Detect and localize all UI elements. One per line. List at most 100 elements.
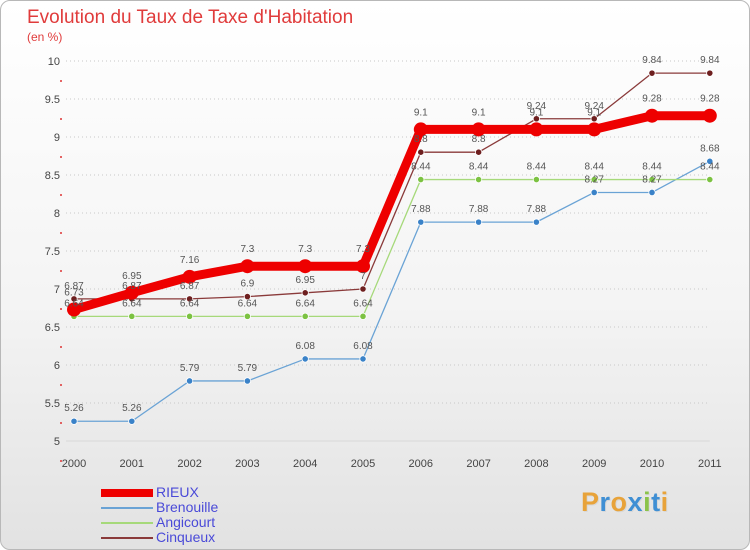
data-label-cinqueux: 9.84 — [642, 55, 662, 66]
data-label-brenouille: 5.79 — [238, 363, 258, 374]
data-point-rieux — [702, 108, 717, 123]
data-point-brenouille — [474, 218, 483, 226]
x-tick-label: 2005 — [351, 458, 375, 470]
y-tick-label: 6 — [54, 360, 60, 372]
data-label-angicourt: 8.44 — [411, 162, 431, 173]
data-point-brenouille — [706, 157, 714, 165]
series-line-cinqueux — [73, 72, 711, 300]
legend-swatch-cinqueux — [101, 537, 153, 539]
y-tick-label: 5 — [54, 436, 60, 448]
x-tick-label: 2010 — [640, 458, 664, 470]
data-label-angicourt: 6.64 — [180, 298, 200, 309]
y-tick-label: 8 — [54, 208, 60, 220]
data-label-angicourt: 8.44 — [642, 162, 662, 173]
data-point-cinqueux — [243, 292, 251, 301]
data-label-brenouille: 5.79 — [180, 363, 200, 374]
data-point-angicourt — [648, 175, 656, 184]
y-tick-label: 9 — [54, 132, 60, 144]
data-point-brenouille — [532, 218, 541, 226]
data-point-cinqueux — [301, 289, 309, 297]
data-point-cinqueux — [532, 115, 541, 123]
data-point-brenouille — [301, 355, 309, 363]
data-label-brenouille: 8.27 — [642, 174, 662, 185]
y-tick-label: 5.5 — [45, 398, 60, 410]
legend-swatch-angicourt — [101, 522, 153, 524]
data-label-angicourt: 8.44 — [469, 162, 489, 173]
data-point-brenouille — [128, 417, 136, 425]
data-label-layer: 5.26 5.26 5.79 5.79 6.08 6.08 7.88 7.88 7.88 8.27… — [64, 55, 720, 414]
data-label-cinqueux: 9.24 — [584, 101, 604, 112]
data-label-angicourt: 6.64 — [353, 298, 373, 309]
data-label-angicourt: 8.44 — [527, 162, 547, 173]
data-label-brenouille: 7.88 — [411, 204, 431, 215]
data-point-brenouille — [417, 218, 425, 226]
x-tick-label: 2002 — [177, 458, 201, 470]
y-tick-label: 10 — [48, 56, 60, 68]
series-line-rieux — [69, 111, 715, 315]
series-line-angicourt — [73, 178, 711, 318]
data-point-rieux — [182, 269, 197, 284]
x-tick-label: 2011 — [698, 458, 722, 470]
data-label-angicourt: 6.64 — [238, 298, 258, 309]
data-point-brenouille — [243, 377, 251, 385]
data-point-cinqueux — [359, 285, 367, 293]
data-point-rieux — [587, 122, 602, 137]
logo-letter: r — [599, 487, 611, 517]
data-point-rieux — [471, 122, 486, 137]
data-point-cinqueux — [474, 148, 483, 156]
axis-layer: 5 5.5 6 6.5 7 7.5 8 8.5 9 9.5 10 2000 2001 2002 2003 20… — [45, 56, 722, 470]
data-point-angicourt — [417, 175, 425, 184]
series-line-brenouille — [73, 160, 711, 422]
data-label-rieux: 6.95 — [122, 271, 142, 282]
data-label-angicourt: 8.44 — [584, 162, 604, 173]
data-label-angicourt: 6.64 — [122, 298, 142, 309]
data-label-cinqueux: 9.24 — [527, 101, 547, 112]
data-point-rieux — [413, 122, 428, 137]
y-tick-label: 7 — [54, 284, 60, 296]
data-point-angicourt — [186, 312, 194, 320]
legend-swatch-brenouille — [101, 507, 153, 509]
data-label-brenouille: 5.26 — [64, 403, 84, 414]
y-tick-label: 9.5 — [45, 94, 60, 106]
series-layer — [67, 69, 717, 425]
data-label-rieux: 9.1 — [414, 107, 428, 118]
data-point-angicourt — [301, 312, 309, 320]
data-label-cinqueux: 6.87 — [180, 281, 200, 292]
logo-letter: i — [643, 487, 652, 517]
data-point-cinqueux — [706, 69, 714, 77]
legend-swatch-rieux — [101, 489, 153, 497]
data-point-rieux — [529, 122, 544, 137]
x-tick-label: 2004 — [293, 458, 317, 470]
data-label-cinqueux: 7 — [360, 271, 366, 282]
x-tick-label: 2006 — [409, 458, 433, 470]
data-label-brenouille: 5.26 — [122, 403, 142, 414]
data-point-cinqueux — [590, 115, 598, 123]
data-point-rieux — [645, 108, 659, 123]
data-point-brenouille — [590, 188, 598, 197]
data-label-brenouille: 6.08 — [295, 341, 315, 352]
legend-label-brenouille: Brenouille — [156, 499, 219, 515]
data-label-cinqueux: 9.84 — [700, 55, 720, 66]
data-label-angicourt: 8.44 — [700, 162, 720, 173]
data-label-rieux: 9.1 — [472, 107, 486, 118]
data-label-rieux: 9.28 — [642, 94, 662, 105]
data-label-rieux: 7.3 — [240, 244, 254, 255]
chart-title: Evolution du Taux de Taxe d'Habitation — [27, 7, 354, 28]
data-label-brenouille: 8.27 — [584, 174, 604, 185]
data-point-angicourt — [128, 312, 136, 320]
x-tick-label: 2000 — [62, 458, 86, 470]
data-point-brenouille — [186, 377, 194, 385]
data-label-rieux: 9.28 — [700, 94, 720, 105]
data-label-brenouille: 7.88 — [469, 204, 489, 215]
logo-letter: x — [627, 487, 644, 517]
x-tick-label: 2007 — [466, 458, 490, 470]
data-point-brenouille — [359, 355, 367, 363]
data-point-rieux — [298, 259, 313, 274]
logo-letter: i — [660, 487, 669, 517]
data-label-angicourt: 6.64 — [64, 298, 84, 309]
data-label-rieux: 7.3 — [298, 244, 312, 255]
data-label-rieux: 9.1 — [529, 107, 543, 118]
data-label-brenouille: 8.68 — [700, 143, 720, 154]
legend-label-angicourt: Angicourt — [156, 514, 216, 530]
data-point-rieux — [124, 285, 139, 300]
